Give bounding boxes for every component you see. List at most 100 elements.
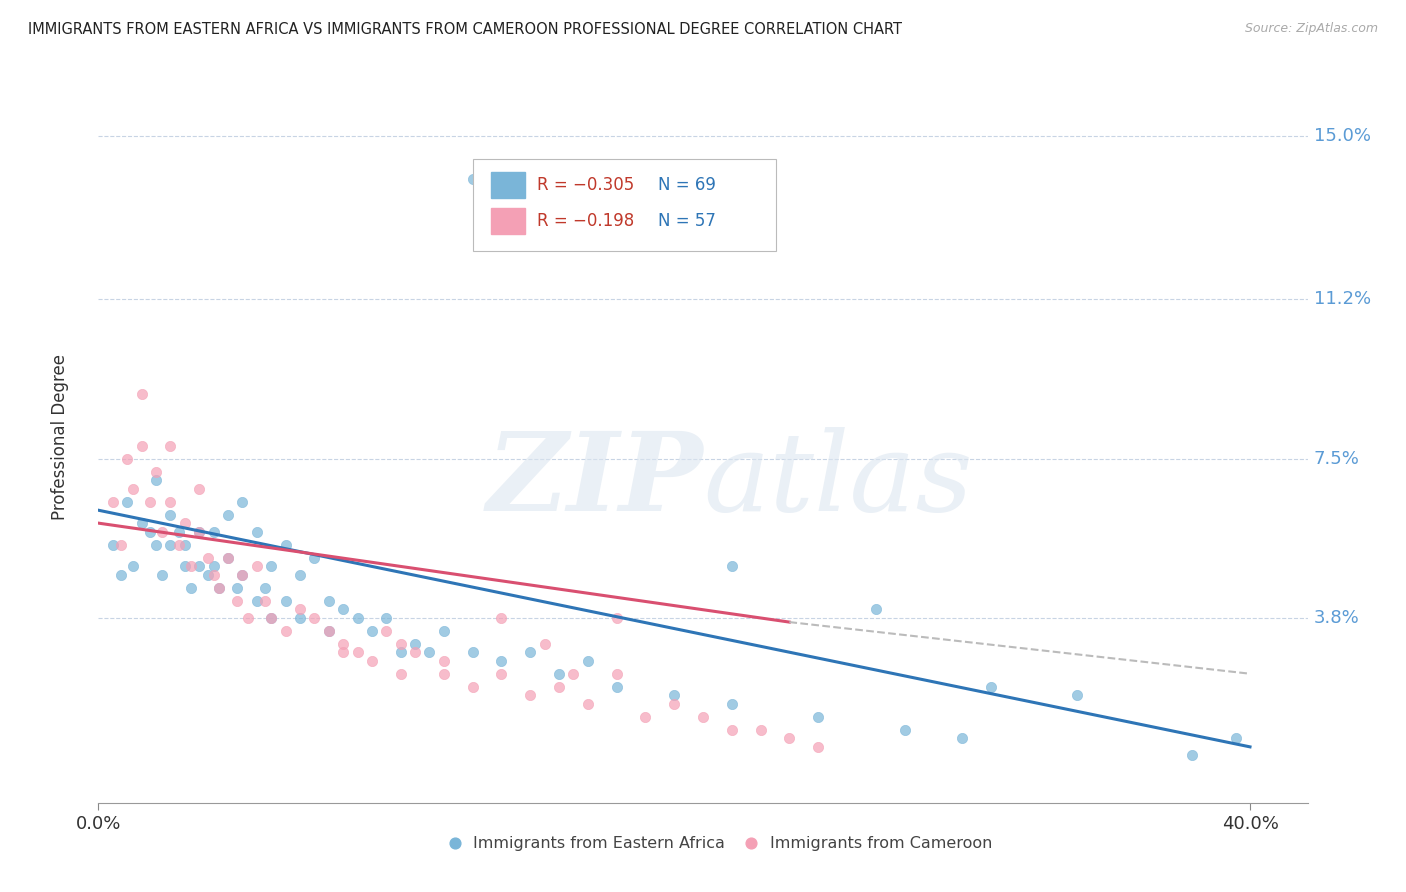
Text: 7.5%: 7.5%	[1313, 450, 1360, 467]
Point	[101, 538, 124, 552]
Text: R = −0.305: R = −0.305	[537, 176, 634, 194]
Point	[225, 593, 247, 607]
Point	[145, 538, 167, 552]
Point	[375, 624, 398, 638]
Point	[115, 494, 138, 508]
Point	[115, 451, 138, 466]
Point	[404, 637, 426, 651]
Point	[188, 559, 211, 574]
Point	[433, 666, 456, 681]
Text: Source: ZipAtlas.com: Source: ZipAtlas.com	[1244, 22, 1378, 36]
Point	[131, 387, 153, 401]
Point	[173, 559, 195, 574]
Point	[131, 439, 153, 453]
Point	[197, 567, 219, 582]
Point	[418, 645, 440, 659]
Point	[1181, 748, 1204, 763]
Point	[318, 624, 340, 638]
Point	[807, 739, 830, 754]
Point	[606, 611, 628, 625]
Point	[491, 666, 513, 681]
Point	[576, 654, 599, 668]
Point	[254, 593, 277, 607]
Point	[692, 710, 714, 724]
Point	[664, 688, 686, 702]
Point	[749, 723, 772, 737]
Point	[562, 666, 585, 681]
Point	[208, 581, 231, 595]
Point	[332, 645, 354, 659]
Point	[304, 611, 326, 625]
Text: Professional Degree: Professional Degree	[51, 354, 69, 520]
Point	[865, 602, 887, 616]
Point	[159, 494, 181, 508]
Text: ZIP: ZIP	[486, 427, 703, 534]
Point	[110, 567, 132, 582]
Point	[318, 593, 340, 607]
Point	[150, 567, 173, 582]
Point	[893, 723, 915, 737]
Point	[778, 731, 800, 746]
Point	[173, 538, 195, 552]
Point	[950, 731, 973, 746]
Point	[433, 624, 456, 638]
Point	[720, 559, 742, 574]
Point	[519, 645, 541, 659]
Point	[461, 645, 484, 659]
Point	[197, 550, 219, 565]
Point	[1066, 688, 1088, 702]
Point	[533, 637, 555, 651]
Point	[217, 508, 239, 522]
Point	[720, 697, 742, 711]
Point	[274, 538, 297, 552]
Point	[1225, 731, 1247, 746]
Point	[122, 482, 145, 496]
Text: 11.2%: 11.2%	[1313, 291, 1371, 309]
Point	[236, 611, 259, 625]
Text: R = −0.198: R = −0.198	[537, 212, 634, 230]
Point	[167, 538, 190, 552]
Point	[548, 666, 571, 681]
Point	[139, 494, 162, 508]
Point	[491, 654, 513, 668]
Point	[433, 654, 456, 668]
Point	[188, 524, 211, 539]
Text: N = 69: N = 69	[658, 176, 716, 194]
Point	[548, 680, 571, 694]
Text: Immigrants from Cameroon: Immigrants from Cameroon	[769, 836, 991, 851]
Point	[375, 611, 398, 625]
Point	[159, 439, 181, 453]
Point	[606, 666, 628, 681]
Point	[720, 723, 742, 737]
Point	[217, 550, 239, 565]
Point	[246, 524, 269, 539]
Point	[110, 538, 132, 552]
Point	[361, 654, 384, 668]
Point	[304, 550, 326, 565]
Point	[145, 473, 167, 487]
FancyBboxPatch shape	[474, 159, 776, 251]
Point	[188, 524, 211, 539]
Point	[246, 593, 269, 607]
Point	[131, 516, 153, 530]
Point	[260, 559, 283, 574]
Point	[202, 559, 225, 574]
Point	[491, 611, 513, 625]
Point	[288, 567, 311, 582]
Text: 3.8%: 3.8%	[1313, 608, 1360, 627]
Point	[173, 516, 195, 530]
Point	[576, 697, 599, 711]
Point	[260, 611, 283, 625]
Point	[101, 494, 124, 508]
Point	[461, 172, 484, 186]
Point	[664, 697, 686, 711]
Point	[980, 680, 1002, 694]
Point	[139, 524, 162, 539]
Point	[404, 645, 426, 659]
Point	[188, 482, 211, 496]
Point	[254, 581, 277, 595]
Point	[389, 666, 412, 681]
Point	[208, 581, 231, 595]
Point	[389, 637, 412, 651]
Point	[606, 680, 628, 694]
